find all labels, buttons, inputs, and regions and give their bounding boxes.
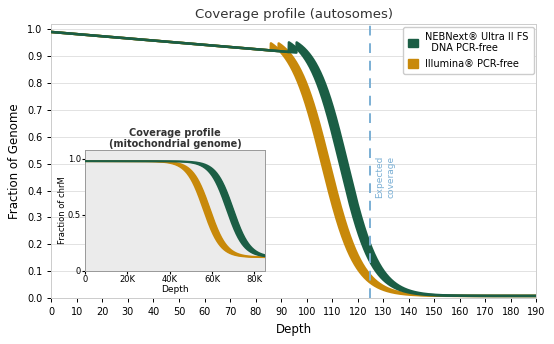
Text: Expected
coverage: Expected coverage [376,156,396,198]
X-axis label: Depth: Depth [276,323,312,336]
Legend: NEBNext® Ultra II FS
  DNA PCR-free, Illumina® PCR-free: NEBNext® Ultra II FS DNA PCR-free, Illum… [403,27,534,74]
Title: Coverage profile (autosomes): Coverage profile (autosomes) [195,8,393,21]
Y-axis label: Fraction of Genome: Fraction of Genome [8,103,22,219]
